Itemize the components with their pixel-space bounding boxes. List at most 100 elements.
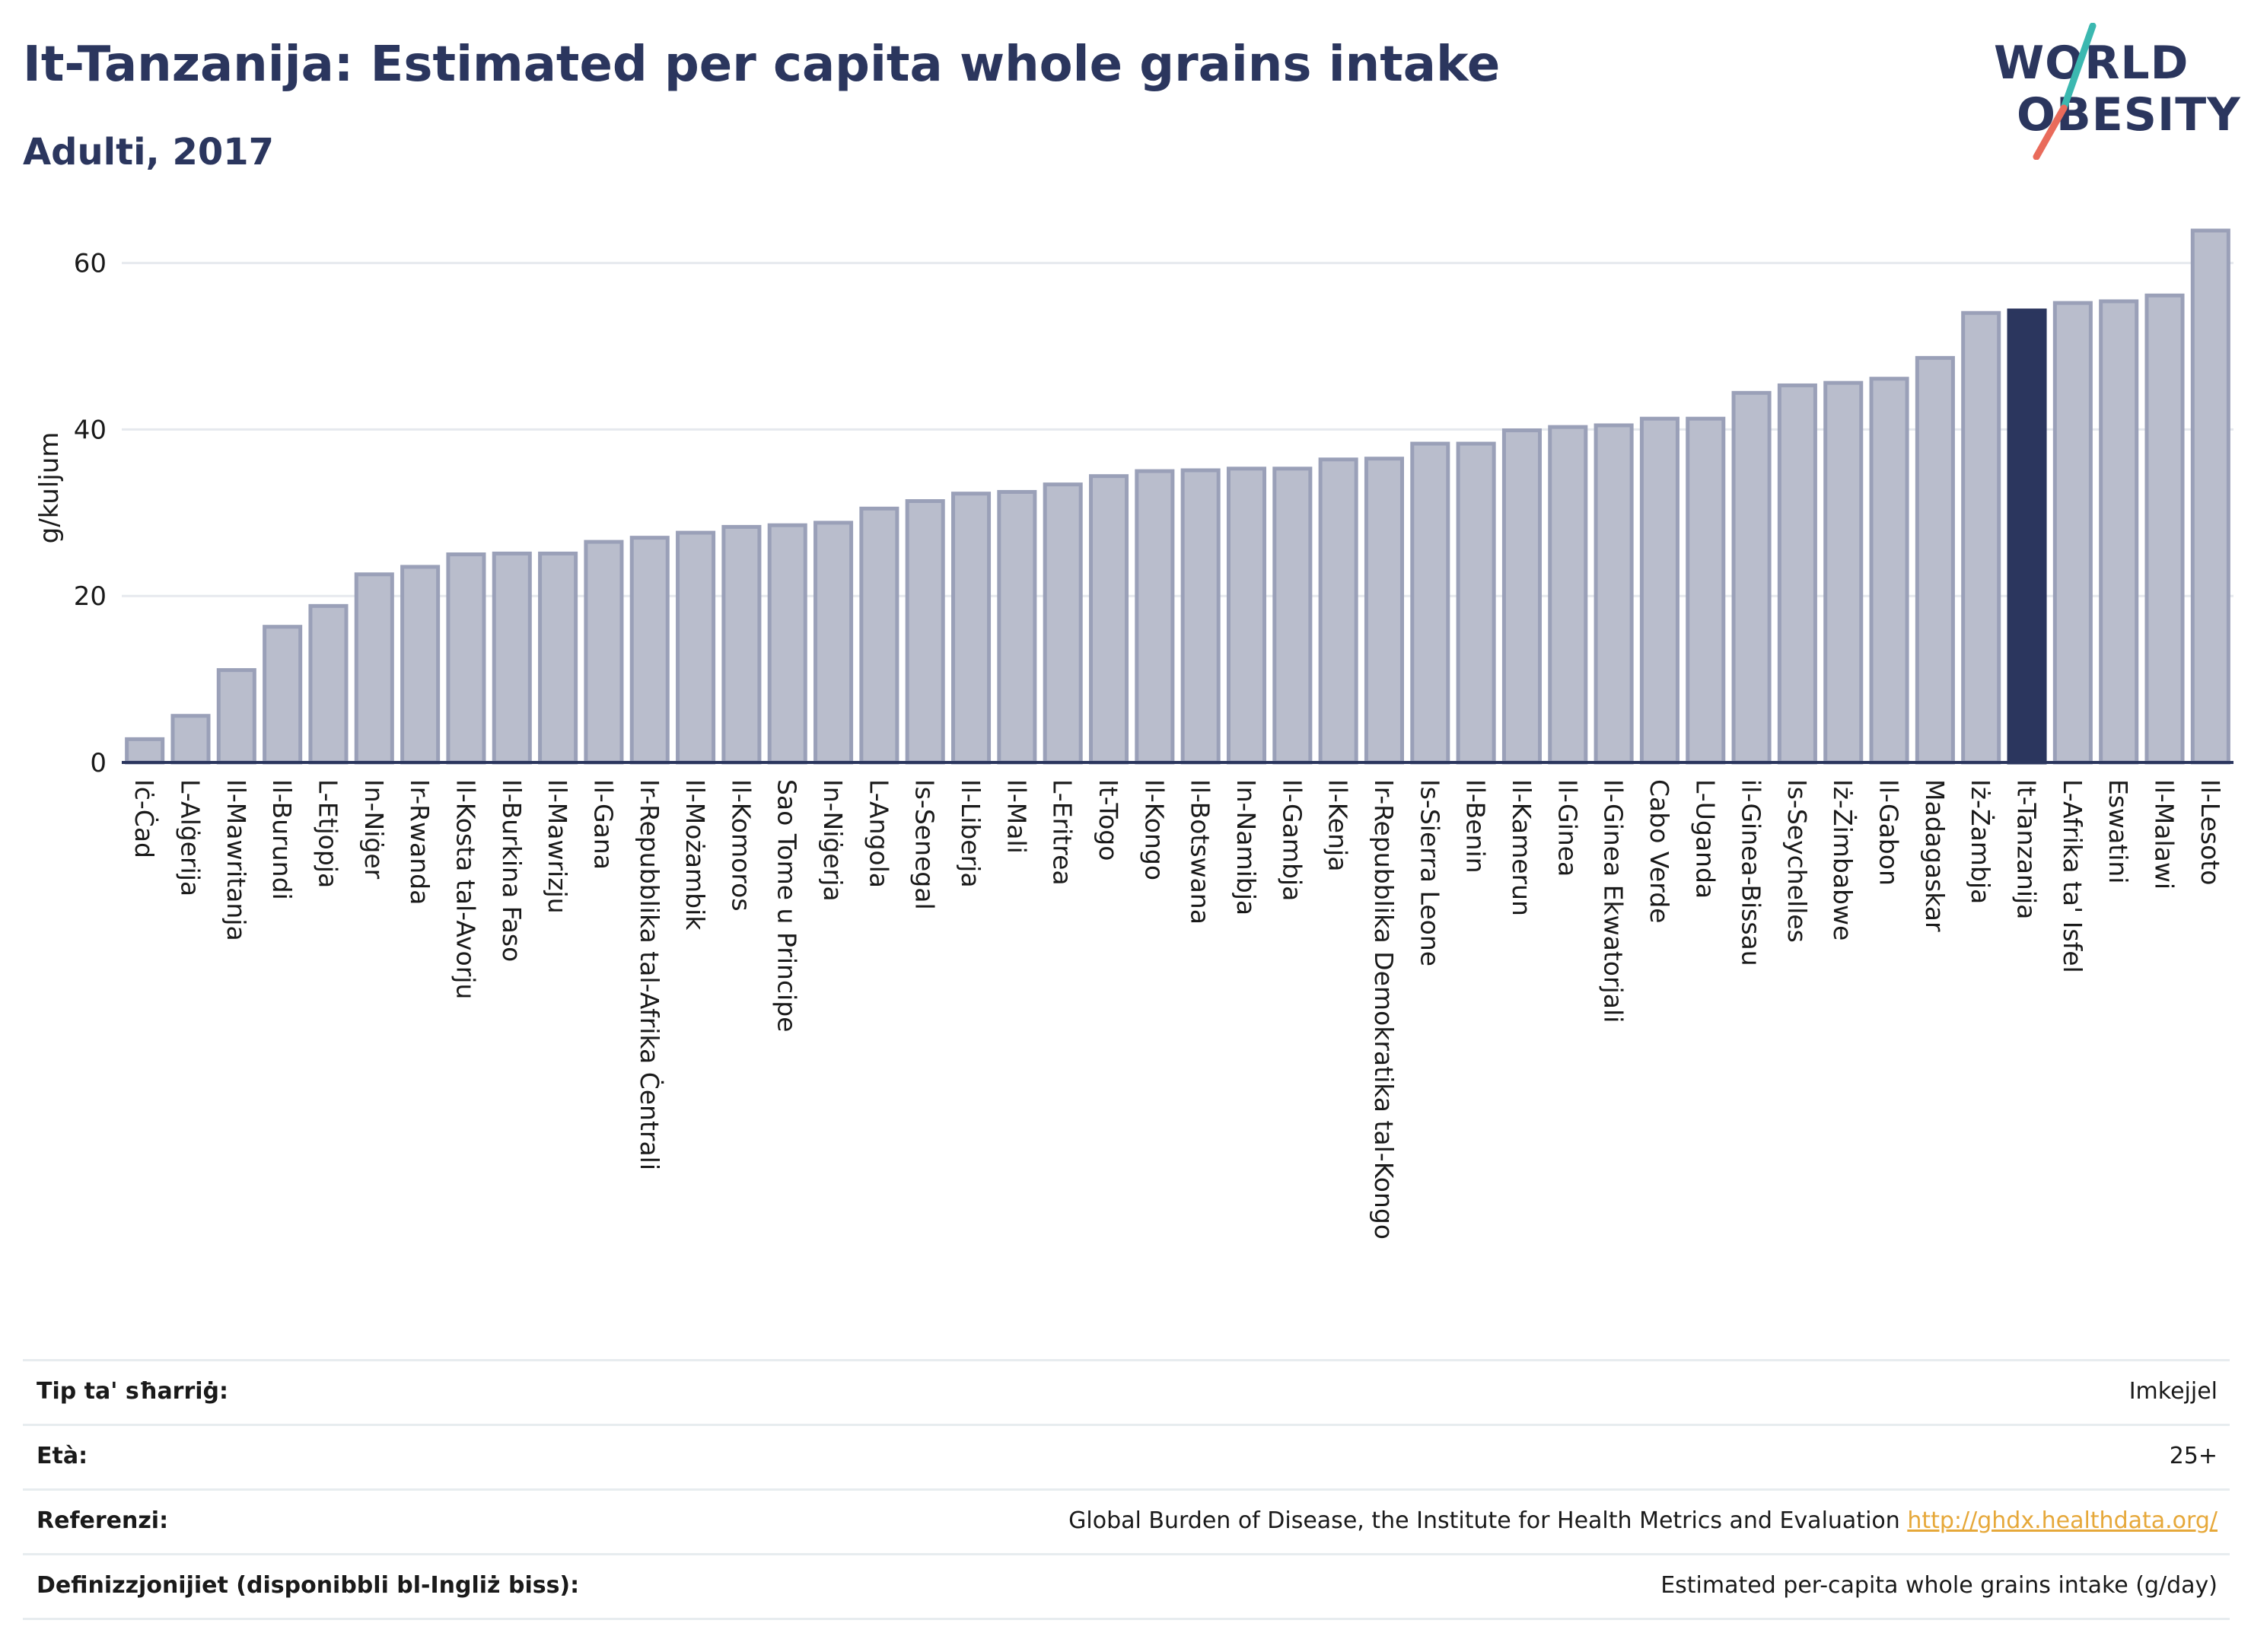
bar bbox=[1088, 474, 1129, 765]
bar bbox=[170, 714, 211, 765]
bar bbox=[1456, 441, 1496, 765]
info-table: Tip ta' sħarriġ: Imkejjel Età: 25+ Refer… bbox=[23, 1359, 2230, 1620]
x-tick-label: Ir-Repubblika Demokratika tal-Kongo bbox=[1369, 779, 1399, 1240]
y-axis-label: g/kuljum bbox=[34, 432, 65, 544]
x-tick-label: Il-Gambja bbox=[1277, 779, 1307, 901]
bar bbox=[216, 668, 256, 765]
x-tick-label: Il-Kamerun bbox=[1507, 779, 1536, 916]
info-row-references: Referenzi: Global Burden of Disease, the… bbox=[23, 1488, 2230, 1553]
x-axis-labels: Iċ-Ċad L-Alġerija Il-Mawritanja Il-Burundi L… bbox=[129, 779, 2225, 1240]
x-tick-label: Il-Kongo bbox=[1139, 779, 1169, 880]
x-tick-label: il-Ginea-Bissau bbox=[1737, 779, 1766, 966]
bar bbox=[1548, 425, 1588, 765]
info-key: Tip ta' sħarriġ: bbox=[37, 1378, 229, 1405]
x-tick-label: Is-Seychelles bbox=[1782, 779, 1812, 943]
info-key: Età: bbox=[37, 1443, 88, 1469]
bar bbox=[1823, 380, 1864, 765]
bar bbox=[1639, 416, 1679, 765]
x-tick-label: Eswatini bbox=[2103, 779, 2133, 883]
chart-subtitle: Adulti, 2017 bbox=[23, 131, 275, 173]
bar bbox=[767, 523, 807, 765]
x-tick-label: L-Eritrea bbox=[1048, 779, 1078, 886]
bar bbox=[263, 625, 303, 765]
x-tick-label: L-Alġerija bbox=[175, 779, 205, 896]
bar bbox=[1226, 466, 1267, 765]
x-tick-label: Il-Kenja bbox=[1323, 779, 1353, 871]
info-value: Imkejjel bbox=[2128, 1378, 2218, 1405]
bar bbox=[1915, 355, 1955, 765]
bar-chart: 0 20 40 60 g/kuljum Iċ-Ċad L-Alġerija Il-Mawri… bbox=[34, 228, 2233, 1240]
x-tick-label: Il-Lesoto bbox=[2195, 779, 2225, 885]
bar bbox=[125, 737, 165, 765]
x-tick-label: Il-Mawritanja bbox=[221, 779, 251, 941]
bar bbox=[400, 565, 441, 765]
y-axis: 0 20 40 60 g/kuljum bbox=[34, 249, 107, 778]
bar bbox=[2052, 301, 2093, 765]
x-tick-label: In-Niġer bbox=[359, 779, 389, 880]
bar bbox=[721, 524, 762, 765]
reference-link[interactable]: http://ghdx.healthdata.org/ bbox=[1907, 1507, 2218, 1534]
x-tick-label: L-Uganda bbox=[1690, 779, 1720, 899]
x-tick-label: Is-Sierra Leone bbox=[1415, 779, 1444, 966]
bar bbox=[1686, 416, 1726, 765]
bar bbox=[584, 540, 624, 765]
x-tick-label: Is-Senegal bbox=[910, 779, 940, 910]
bar bbox=[1777, 383, 1817, 765]
x-tick-label: L-Angola bbox=[864, 779, 893, 888]
x-tick-label: L-Afrika ta' Isfel bbox=[2058, 779, 2087, 973]
bar bbox=[859, 506, 899, 765]
x-tick-label: Il-Malawi bbox=[2150, 779, 2179, 890]
bar bbox=[1180, 468, 1221, 765]
logo-slash-icon bbox=[2033, 23, 2097, 160]
x-tick-label: Il-Mawrizju bbox=[543, 779, 572, 914]
x-tick-label: Il-Komoros bbox=[726, 779, 756, 912]
bar bbox=[1043, 482, 1083, 765]
x-tick-label: Iż-Żambja bbox=[1966, 779, 1995, 904]
bar bbox=[308, 603, 349, 765]
x-tick-label: L-Etjopja bbox=[313, 779, 342, 888]
bar bbox=[2190, 228, 2230, 765]
bar bbox=[2099, 299, 2139, 765]
x-tick-label: Ir-Repubblika tal-Afrika Ċentrali bbox=[635, 779, 665, 1170]
x-tick-label: Iċ-Ċad bbox=[129, 779, 160, 858]
bar bbox=[538, 551, 578, 765]
bar bbox=[951, 492, 992, 765]
bar bbox=[676, 530, 716, 765]
x-tick-label: In-Niġerja bbox=[818, 779, 848, 902]
bar bbox=[629, 536, 670, 765]
x-tick-label: Il-Botswana bbox=[1186, 779, 1215, 925]
bar bbox=[492, 551, 532, 765]
x-tick-label: Ir-Rwanda bbox=[405, 779, 435, 905]
x-tick-label: Il-Ginea Ekwatorjali bbox=[1599, 779, 1629, 1023]
x-tick-label: Il-Liberja bbox=[956, 779, 985, 888]
x-tick-label: Il-Burundi bbox=[267, 779, 297, 900]
bar bbox=[1594, 423, 1634, 765]
bar bbox=[1318, 457, 1358, 765]
x-tick-label: Il-Gana bbox=[588, 779, 618, 870]
y-tick-label: 40 bbox=[74, 415, 107, 445]
info-row-definitions: Definizzjonijiet (disponibbli bl-Ingliż … bbox=[23, 1553, 2230, 1620]
x-tick-label: Sao Tome u Principe bbox=[772, 779, 802, 1032]
x-tick-label: Madagaskar bbox=[1920, 779, 1950, 932]
info-row-age: Età: 25+ bbox=[23, 1424, 2230, 1488]
bar bbox=[1961, 310, 2001, 765]
x-tick-label: Il-Ginea bbox=[1552, 779, 1582, 877]
bar bbox=[1410, 441, 1450, 765]
x-tick-label: It-Tanzanija bbox=[2012, 779, 2042, 919]
bar bbox=[1731, 390, 1772, 765]
x-tick-label: Cabo Verde bbox=[1644, 779, 1674, 923]
bar bbox=[1501, 428, 1542, 765]
reference-text: Global Burden of Disease, the Institute … bbox=[1068, 1507, 1908, 1534]
bar bbox=[1869, 377, 1909, 765]
info-value: 25+ bbox=[2169, 1443, 2218, 1469]
bar bbox=[354, 572, 394, 765]
bar bbox=[813, 520, 854, 765]
bar bbox=[997, 489, 1037, 765]
x-tick-label: In-Namibja bbox=[1231, 779, 1261, 915]
bars bbox=[122, 228, 2233, 765]
info-key: Definizzjonijiet (disponibbli bl-Ingliż … bbox=[37, 1572, 580, 1599]
x-tick-label: Il-Możambik bbox=[680, 779, 710, 931]
world-obesity-logo[interactable]: WORLD OBESITY bbox=[1979, 23, 2240, 160]
chart-title: It-Tanzanija: Estimated per capita whole… bbox=[23, 37, 1501, 93]
bar bbox=[1272, 466, 1313, 765]
